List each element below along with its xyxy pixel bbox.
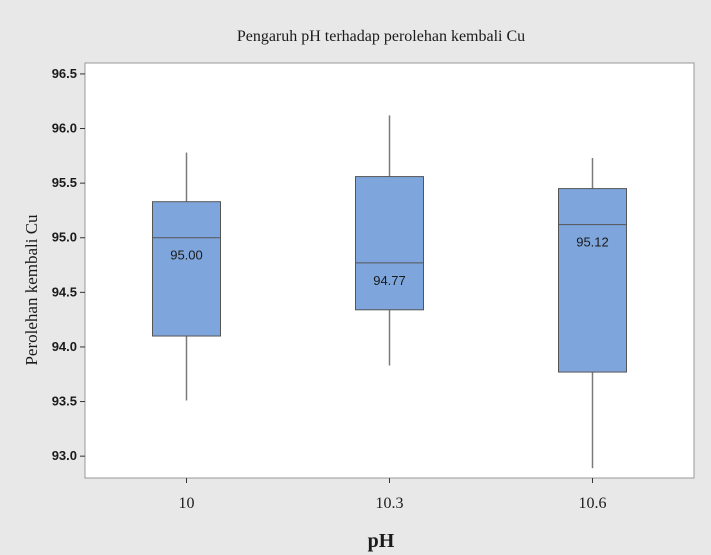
median-label: 95.12 bbox=[576, 235, 609, 250]
box-10.3: 94.77 bbox=[355, 115, 424, 366]
box-iqr bbox=[152, 201, 221, 337]
chart-title: Pengaruh pH terhadap perolehan kembali C… bbox=[237, 28, 525, 45]
y-tick-label: 93.5 bbox=[52, 394, 77, 409]
y-tick-label: 94.0 bbox=[52, 339, 77, 354]
y-tick-label: 95.5 bbox=[52, 175, 77, 190]
x-tick-label: 10 bbox=[179, 495, 195, 512]
box-iqr bbox=[355, 176, 424, 311]
x-tick-label: 10.3 bbox=[376, 495, 404, 512]
box-iqr bbox=[558, 188, 627, 373]
y-tick-label: 96.5 bbox=[52, 66, 77, 81]
box-10: 95.00 bbox=[152, 152, 221, 401]
y-tick-label: 93.0 bbox=[52, 448, 77, 463]
median-label: 94.77 bbox=[373, 273, 406, 288]
x-tick-label: 10.6 bbox=[579, 495, 607, 512]
median-label: 95.00 bbox=[170, 248, 203, 263]
x-axis: 10 10.3 10.6 bbox=[179, 478, 607, 512]
y-tick-label: 96.0 bbox=[52, 121, 77, 136]
y-axis: 93.0 93.5 94.0 94.5 95.0 95.5 96.0 96.5 bbox=[52, 66, 85, 463]
boxes-group: 95.00 94.77 95.12 bbox=[152, 115, 627, 469]
y-axis-label: Perolehan kembali Cu bbox=[22, 214, 41, 366]
box-10.6: 95.12 bbox=[558, 158, 627, 469]
y-tick-label: 94.5 bbox=[52, 284, 77, 299]
y-tick-label: 95.0 bbox=[52, 230, 77, 245]
x-axis-label: pH bbox=[368, 530, 395, 552]
